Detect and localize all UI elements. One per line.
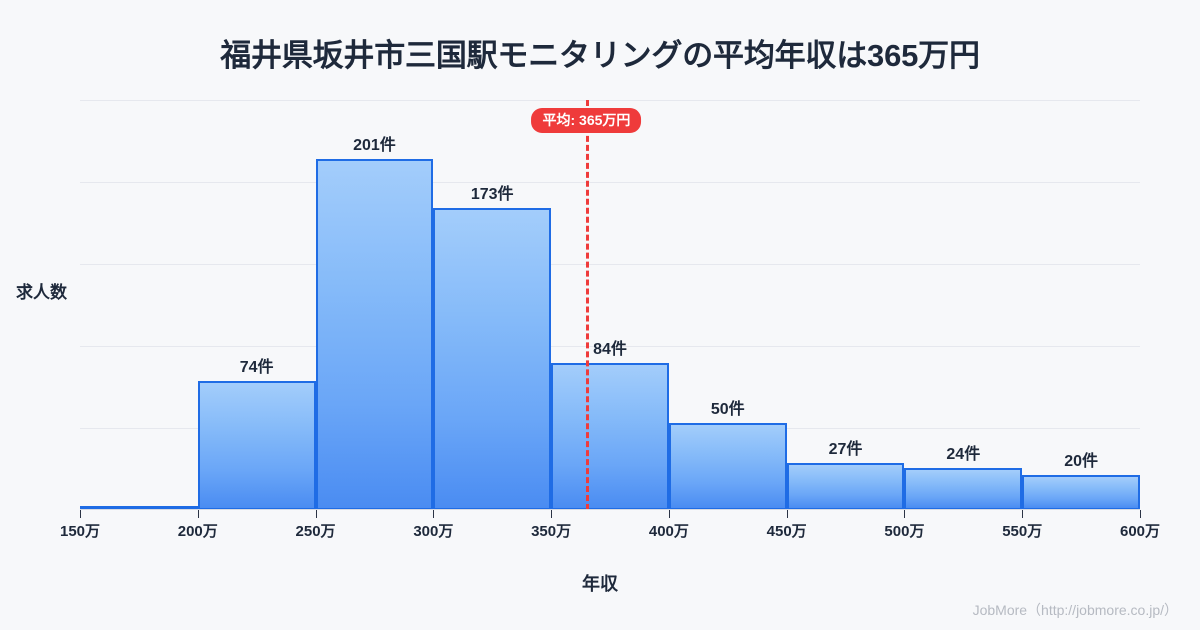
- x-axis-title: 年収: [582, 574, 618, 594]
- x-tick-label: 600万: [1119, 523, 1161, 540]
- x-tick-label: 350万: [531, 523, 572, 540]
- bar[interactable]: [904, 468, 1023, 510]
- bar[interactable]: [786, 462, 905, 510]
- x-axis-ticks: 150万 200万 250万 300万 350万 400万 450万 500万 550万 600万: [60, 510, 1160, 540]
- bar-value-label: 74件: [239, 358, 274, 376]
- footer-credit: JobMore（http://jobmore.co.jp/）: [972, 602, 1178, 618]
- x-tick-label: 450万: [766, 523, 807, 540]
- x-tick-label: 400万: [648, 523, 689, 540]
- x-tick-label: 200万: [177, 523, 218, 540]
- x-tick-label: 150万: [59, 523, 101, 540]
- gridline: [80, 346, 1140, 347]
- gridline: [80, 264, 1140, 265]
- bar[interactable]: [668, 422, 787, 510]
- x-tick-mark: [315, 510, 317, 518]
- gridline: [80, 100, 1140, 101]
- x-tick-mark: [433, 510, 435, 518]
- x-tick-label: 300万: [413, 523, 454, 540]
- bar-value-label: 20件: [1064, 453, 1098, 471]
- x-tick-mark: [551, 510, 553, 518]
- bar-value-label: 201件: [353, 137, 396, 155]
- x-tick-mark: [197, 510, 199, 518]
- bar[interactable]: [315, 159, 434, 510]
- x-tick-label: 500万: [884, 523, 925, 540]
- x-tick-label: 250万: [295, 523, 336, 540]
- y-axis-title: 求人数: [16, 283, 67, 302]
- x-tick-mark: [668, 510, 670, 518]
- gridline: [80, 182, 1140, 183]
- bar-value-label: 84件: [593, 341, 627, 359]
- x-tick-mark: [80, 510, 81, 518]
- bar-value-label: 27件: [828, 440, 863, 458]
- bar-value-label: 24件: [946, 446, 981, 464]
- plot-area: 74件 201件 173件 84件 50件 27件 24件 20件 平均: 365万円: [80, 100, 1140, 510]
- average-badge: 平均: 365万円: [531, 108, 642, 134]
- page-title: 福井県坂井市三国駅モニタリングの平均年収は365万円: [220, 38, 980, 73]
- x-tick-mark: [1140, 510, 1141, 518]
- x-axis-baseline: [80, 509, 1140, 510]
- bar[interactable]: [551, 363, 669, 510]
- bar[interactable]: [197, 380, 316, 510]
- x-tick-mark: [786, 510, 788, 518]
- x-tick-mark: [904, 510, 906, 518]
- bar[interactable]: [1022, 475, 1140, 510]
- bar-value-label: 173件: [470, 186, 514, 204]
- x-tick-label: 550万: [1002, 523, 1043, 540]
- bar[interactable]: [433, 208, 552, 510]
- x-tick-mark: [1022, 510, 1024, 518]
- bar-series: 74件 201件 173件 84件 50件 27件 24件 20件: [80, 100, 1140, 510]
- bar-value-label: 50件: [710, 400, 745, 418]
- average-line: [586, 100, 590, 510]
